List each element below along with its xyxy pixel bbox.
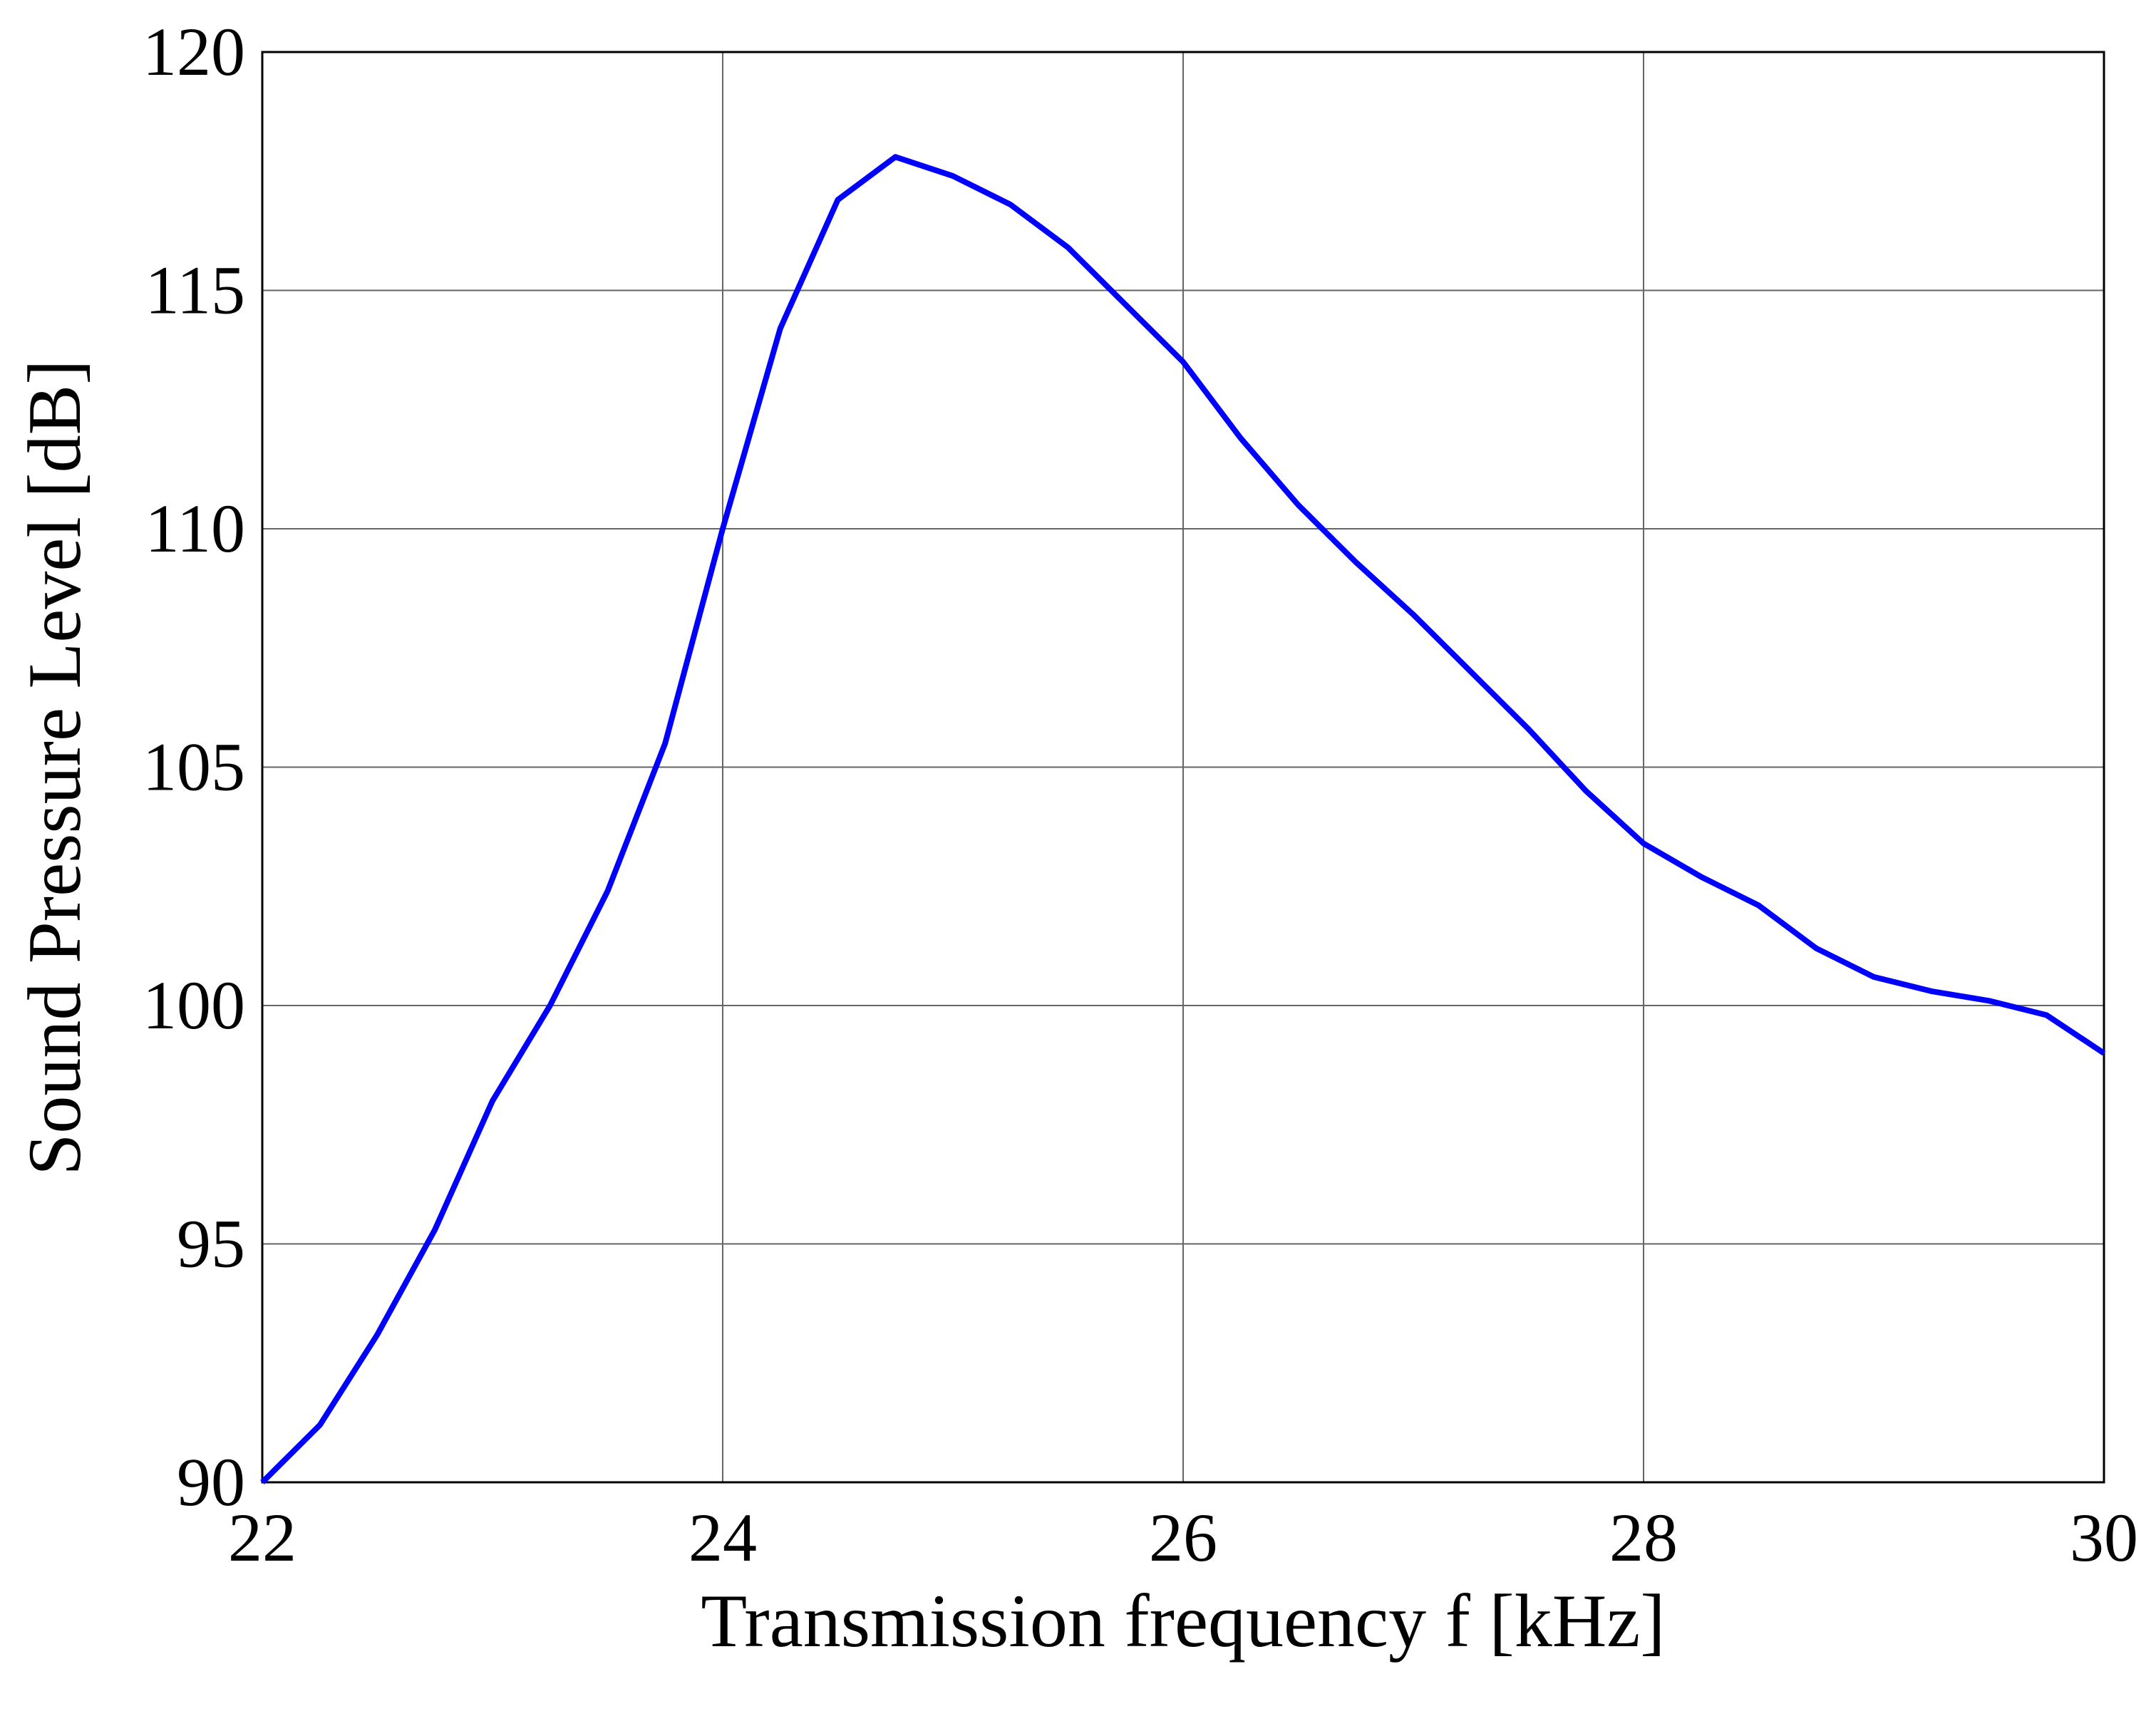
x-tick-label: 28	[1609, 1499, 1678, 1576]
plot-frame	[261, 51, 2105, 1484]
x-tick-label: 26	[1149, 1499, 1217, 1576]
y-tick-label: 100	[143, 967, 245, 1043]
y-tick-label: 105	[143, 729, 245, 805]
y-tick-label: 95	[177, 1206, 245, 1282]
y-tick-label: 115	[145, 252, 245, 329]
y-tick-label: 90	[177, 1444, 245, 1520]
y-tick-label: 110	[145, 490, 245, 567]
x-tick-label: 30	[2070, 1499, 2138, 1576]
y-axis-label: Sound Pressure Level [dB]	[13, 359, 96, 1175]
data-line	[260, 154, 2106, 1484]
x-tick-label: 22	[228, 1499, 296, 1576]
x-axis-label: Transmission frequency f [kHz]	[701, 1579, 1665, 1663]
y-tick-label: 120	[143, 14, 245, 90]
x-tick-label: 24	[688, 1499, 757, 1576]
